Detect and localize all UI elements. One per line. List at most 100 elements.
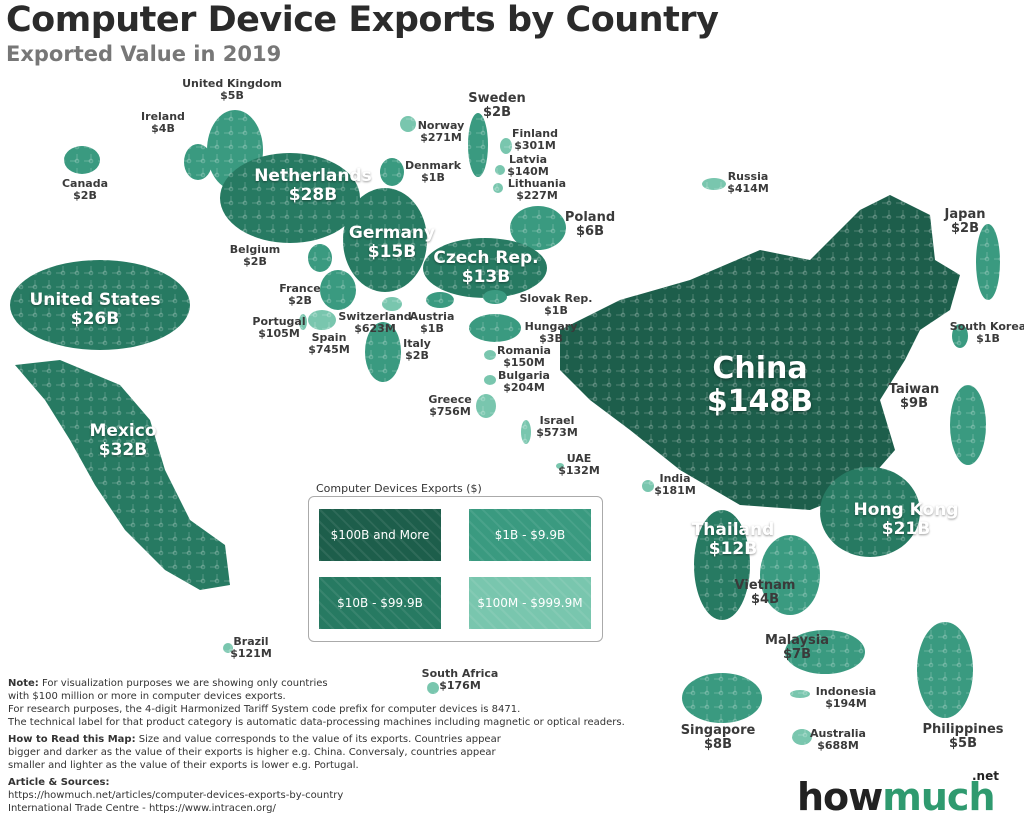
country-label: Norway $271M (418, 120, 465, 144)
country-name: Portugal (252, 315, 306, 328)
research-text: For research purposes, the 4-digit Harmo… (8, 704, 521, 715)
country-value: $623M (354, 322, 396, 335)
country-name: Romania (497, 344, 551, 357)
legend: $100B and More $1B - $9.9B $10B - $99.9B… (308, 496, 603, 642)
country-value: $7B (782, 647, 811, 662)
country-label: India $181M (654, 473, 696, 497)
country-label: Spain $745M (308, 332, 350, 356)
note-text: with $100 million or more in computer de… (8, 691, 286, 702)
country-value: $13B (461, 267, 511, 287)
source-link[interactable]: https://howmuch.net/articles/computer-de… (8, 790, 344, 801)
country-label: Australia $688M (810, 728, 866, 752)
country-value: $28B (288, 185, 338, 205)
circuit-texture (500, 138, 512, 154)
country-name: Brazil (233, 635, 269, 648)
country-label: Italy $2B (403, 338, 431, 362)
sources-label: Article & Sources: (8, 777, 110, 788)
logo-text: much (882, 775, 995, 819)
country-name: Indonesia (815, 685, 877, 698)
country-name: Poland (564, 210, 616, 225)
country-name: Taiwan (888, 382, 940, 397)
circuit-texture (493, 183, 503, 193)
country-value: $204M (503, 381, 545, 394)
country-value: $132M (558, 464, 600, 477)
country-label: Romania $150M (497, 345, 551, 369)
country-value: $1B (544, 304, 568, 317)
country-label: Switzerland $623M (338, 311, 411, 335)
country-name: Switzerland (338, 310, 412, 323)
country-label: Finland $301M (512, 128, 558, 152)
country-value: $26B (70, 309, 120, 329)
circuit-texture (223, 643, 233, 653)
circuit-texture (380, 158, 404, 186)
country-label: Bulgaria $204M (498, 370, 550, 394)
circuit-texture (299, 314, 307, 330)
country-label: France $2B (279, 283, 320, 307)
circuit-texture (950, 385, 986, 465)
circuit-texture (694, 510, 750, 620)
country-label: Netherlands $28B (254, 167, 372, 205)
circuit-texture (184, 144, 212, 180)
country-value: $2B (243, 255, 267, 268)
country-name: Netherlands (254, 166, 372, 186)
country-name: Norway (417, 119, 465, 132)
country-value: $15B (367, 242, 417, 262)
country-label: Denmark $1B (405, 160, 461, 184)
country-name: Latvia (508, 153, 548, 166)
country-value: $2B (950, 221, 979, 236)
circuit-texture (820, 467, 920, 557)
circuit-texture (521, 420, 531, 444)
circuit-texture (308, 244, 332, 272)
country-name: South Korea (949, 320, 1024, 333)
country-name: Belgium (229, 243, 281, 256)
country-value: $573M (536, 426, 578, 439)
country-name: Hong Kong (853, 500, 959, 520)
circuit-texture (308, 310, 336, 330)
circuit-texture (495, 165, 505, 175)
country-name: Singapore (680, 723, 756, 738)
country-value: $227M (516, 189, 558, 202)
howmuch-logo: howmuch .net (797, 769, 999, 819)
country-label: Poland $6B (565, 211, 615, 239)
country-value: $2B (405, 349, 429, 362)
country-value: $1B (976, 332, 1000, 345)
country-label: Vietnam $4B (735, 579, 796, 607)
country-label: United States $26B (29, 291, 160, 329)
circuit-texture (469, 314, 521, 342)
circuit-texture (15, 360, 230, 590)
country-value: $745M (308, 343, 350, 356)
country-value: $688M (817, 739, 859, 752)
country-name: China (712, 351, 808, 386)
country-name: Austria (409, 310, 455, 323)
country-value: $4B (751, 592, 779, 607)
country-name: Greece (428, 393, 472, 406)
circuit-texture (792, 729, 812, 745)
country-label: Indonesia $194M (816, 686, 876, 710)
country-name: Czech Rep. (433, 248, 539, 268)
country-label: Philippines $5B (922, 723, 1003, 751)
circuit-texture (790, 690, 810, 698)
country-name: Canada (61, 177, 109, 190)
circuit-texture (560, 195, 960, 510)
source-link[interactable]: International Trade Centre - https://www… (8, 803, 276, 814)
country-label: Slovak Rep. $1B (520, 293, 593, 317)
page-subtitle: Exported Value in 2019 (6, 42, 282, 66)
circuit-texture (343, 188, 427, 292)
country-value: $121M (230, 647, 272, 660)
circuit-texture (10, 260, 190, 350)
country-value: $148B (706, 384, 814, 419)
country-name: UAE (566, 452, 592, 465)
country-label: Greece $756M (428, 394, 471, 418)
country-name: Hungary (524, 320, 578, 333)
country-label: Russia $414M (727, 171, 769, 195)
country-name: Malaysia (765, 633, 829, 648)
circuit-texture (682, 673, 762, 723)
country-name: Ireland (141, 110, 185, 123)
circuit-texture (785, 630, 865, 674)
country-label: Hungary $3B (525, 321, 578, 345)
circuit-texture (64, 146, 100, 174)
country-label: Germany $15B (349, 224, 435, 262)
country-value: $271M (420, 131, 462, 144)
country-name: Russia (727, 170, 769, 183)
country-value: $194M (825, 697, 867, 710)
